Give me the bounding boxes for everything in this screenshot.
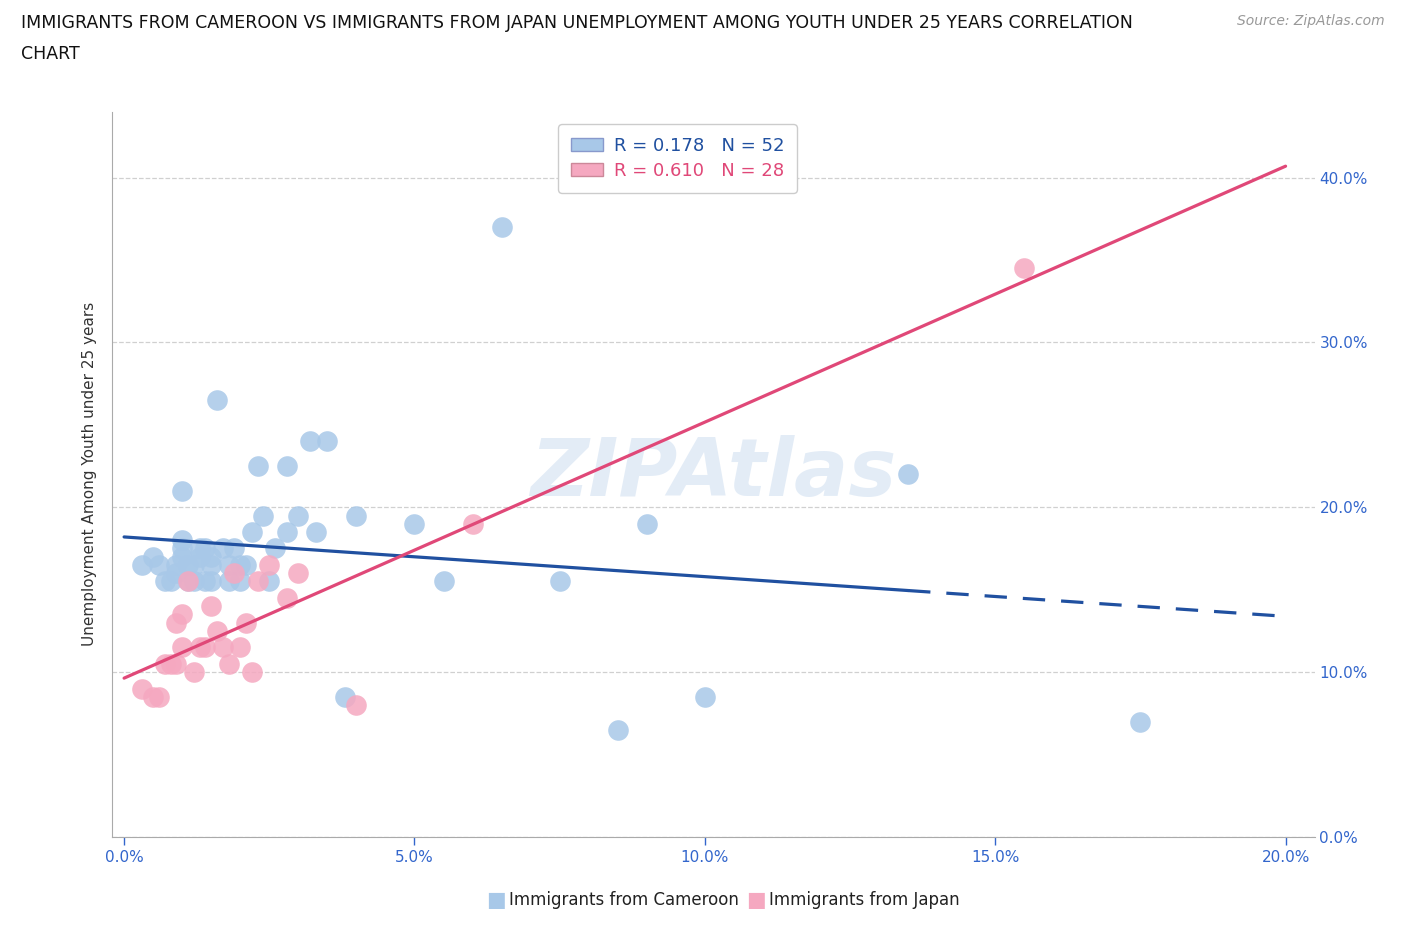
Point [344, 508, 367, 523]
Point [259, 558, 281, 573]
Y-axis label: Unemployment Among Youth under 25 years: Unemployment Among Youth under 25 years [82, 302, 97, 646]
Point [246, 458, 269, 473]
Point [148, 689, 170, 704]
Point [276, 591, 298, 605]
Point [211, 640, 233, 655]
Point [211, 541, 233, 556]
Point [153, 657, 176, 671]
Point [259, 574, 281, 589]
Text: IMMIGRANTS FROM CAMEROON VS IMMIGRANTS FROM JAPAN UNEMPLOYMENT AMONG YOUTH UNDER: IMMIGRANTS FROM CAMEROON VS IMMIGRANTS F… [21, 14, 1133, 32]
Text: Immigrants from Japan: Immigrants from Japan [769, 891, 960, 910]
Point [194, 640, 217, 655]
Point [177, 574, 200, 589]
Point [165, 657, 187, 671]
Point [276, 458, 298, 473]
Point [172, 607, 194, 622]
Point [172, 640, 194, 655]
Point [252, 508, 274, 523]
Point [298, 434, 321, 449]
Point [177, 574, 200, 589]
Point [177, 558, 200, 573]
Point [188, 550, 211, 565]
Point [240, 665, 263, 680]
Point [153, 574, 176, 589]
Point [188, 541, 211, 556]
Point [235, 558, 257, 573]
Point [159, 574, 181, 589]
Point [1012, 260, 1035, 275]
Point [194, 541, 217, 556]
Point [491, 219, 513, 234]
Point [229, 558, 252, 573]
Point [344, 698, 367, 712]
Point [897, 467, 920, 482]
Point [548, 574, 571, 589]
Point [172, 484, 194, 498]
Point [148, 558, 170, 573]
Point [333, 689, 356, 704]
Point [205, 392, 228, 407]
Point [693, 689, 716, 704]
Point [264, 541, 287, 556]
Point [246, 574, 269, 589]
Text: Immigrants from Cameroon: Immigrants from Cameroon [509, 891, 738, 910]
Text: ZIPAtlas: ZIPAtlas [530, 435, 897, 513]
Point [172, 533, 194, 548]
Point [636, 516, 658, 531]
Point [218, 574, 240, 589]
Point [606, 723, 628, 737]
Point [316, 434, 339, 449]
Point [131, 681, 153, 696]
Text: CHART: CHART [21, 45, 80, 62]
Point [404, 516, 426, 531]
Point [142, 689, 165, 704]
Point [1129, 714, 1152, 729]
Point [205, 623, 228, 638]
Point [200, 574, 222, 589]
Point [172, 541, 194, 556]
Text: Source: ZipAtlas.com: Source: ZipAtlas.com [1237, 14, 1385, 28]
Point [165, 616, 187, 631]
Point [305, 525, 328, 539]
Point [235, 616, 257, 631]
Point [240, 525, 263, 539]
Point [131, 558, 153, 573]
Point [461, 516, 484, 531]
Point [224, 541, 246, 556]
Point [194, 574, 217, 589]
Point [229, 640, 252, 655]
Point [224, 565, 246, 580]
Point [276, 525, 298, 539]
Point [159, 657, 181, 671]
Point [172, 550, 194, 565]
Point [183, 665, 205, 680]
Point [183, 558, 205, 573]
Point [200, 558, 222, 573]
Text: ■: ■ [747, 890, 766, 910]
Point [183, 574, 205, 589]
Point [218, 657, 240, 671]
Point [218, 558, 240, 573]
Point [287, 508, 309, 523]
Point [165, 558, 187, 573]
Point [188, 640, 211, 655]
Point [142, 550, 165, 565]
Point [200, 550, 222, 565]
Text: ■: ■ [486, 890, 506, 910]
Point [229, 574, 252, 589]
Point [165, 565, 187, 580]
Point [432, 574, 454, 589]
Legend: R = 0.178   N = 52, R = 0.610   N = 28: R = 0.178 N = 52, R = 0.610 N = 28 [558, 125, 797, 193]
Point [287, 565, 309, 580]
Point [200, 599, 222, 614]
